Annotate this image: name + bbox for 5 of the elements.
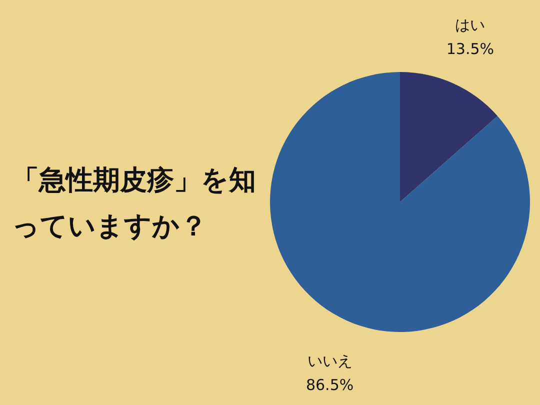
text: 「急性期皮疹」を知っていますか？ — [12, 164, 257, 244]
slice-label: いいえ — [307, 352, 352, 370]
slice-label: はい — [455, 16, 486, 34]
data-label: 86.5% — [306, 376, 354, 394]
data-label: 13.5% — [446, 40, 494, 58]
